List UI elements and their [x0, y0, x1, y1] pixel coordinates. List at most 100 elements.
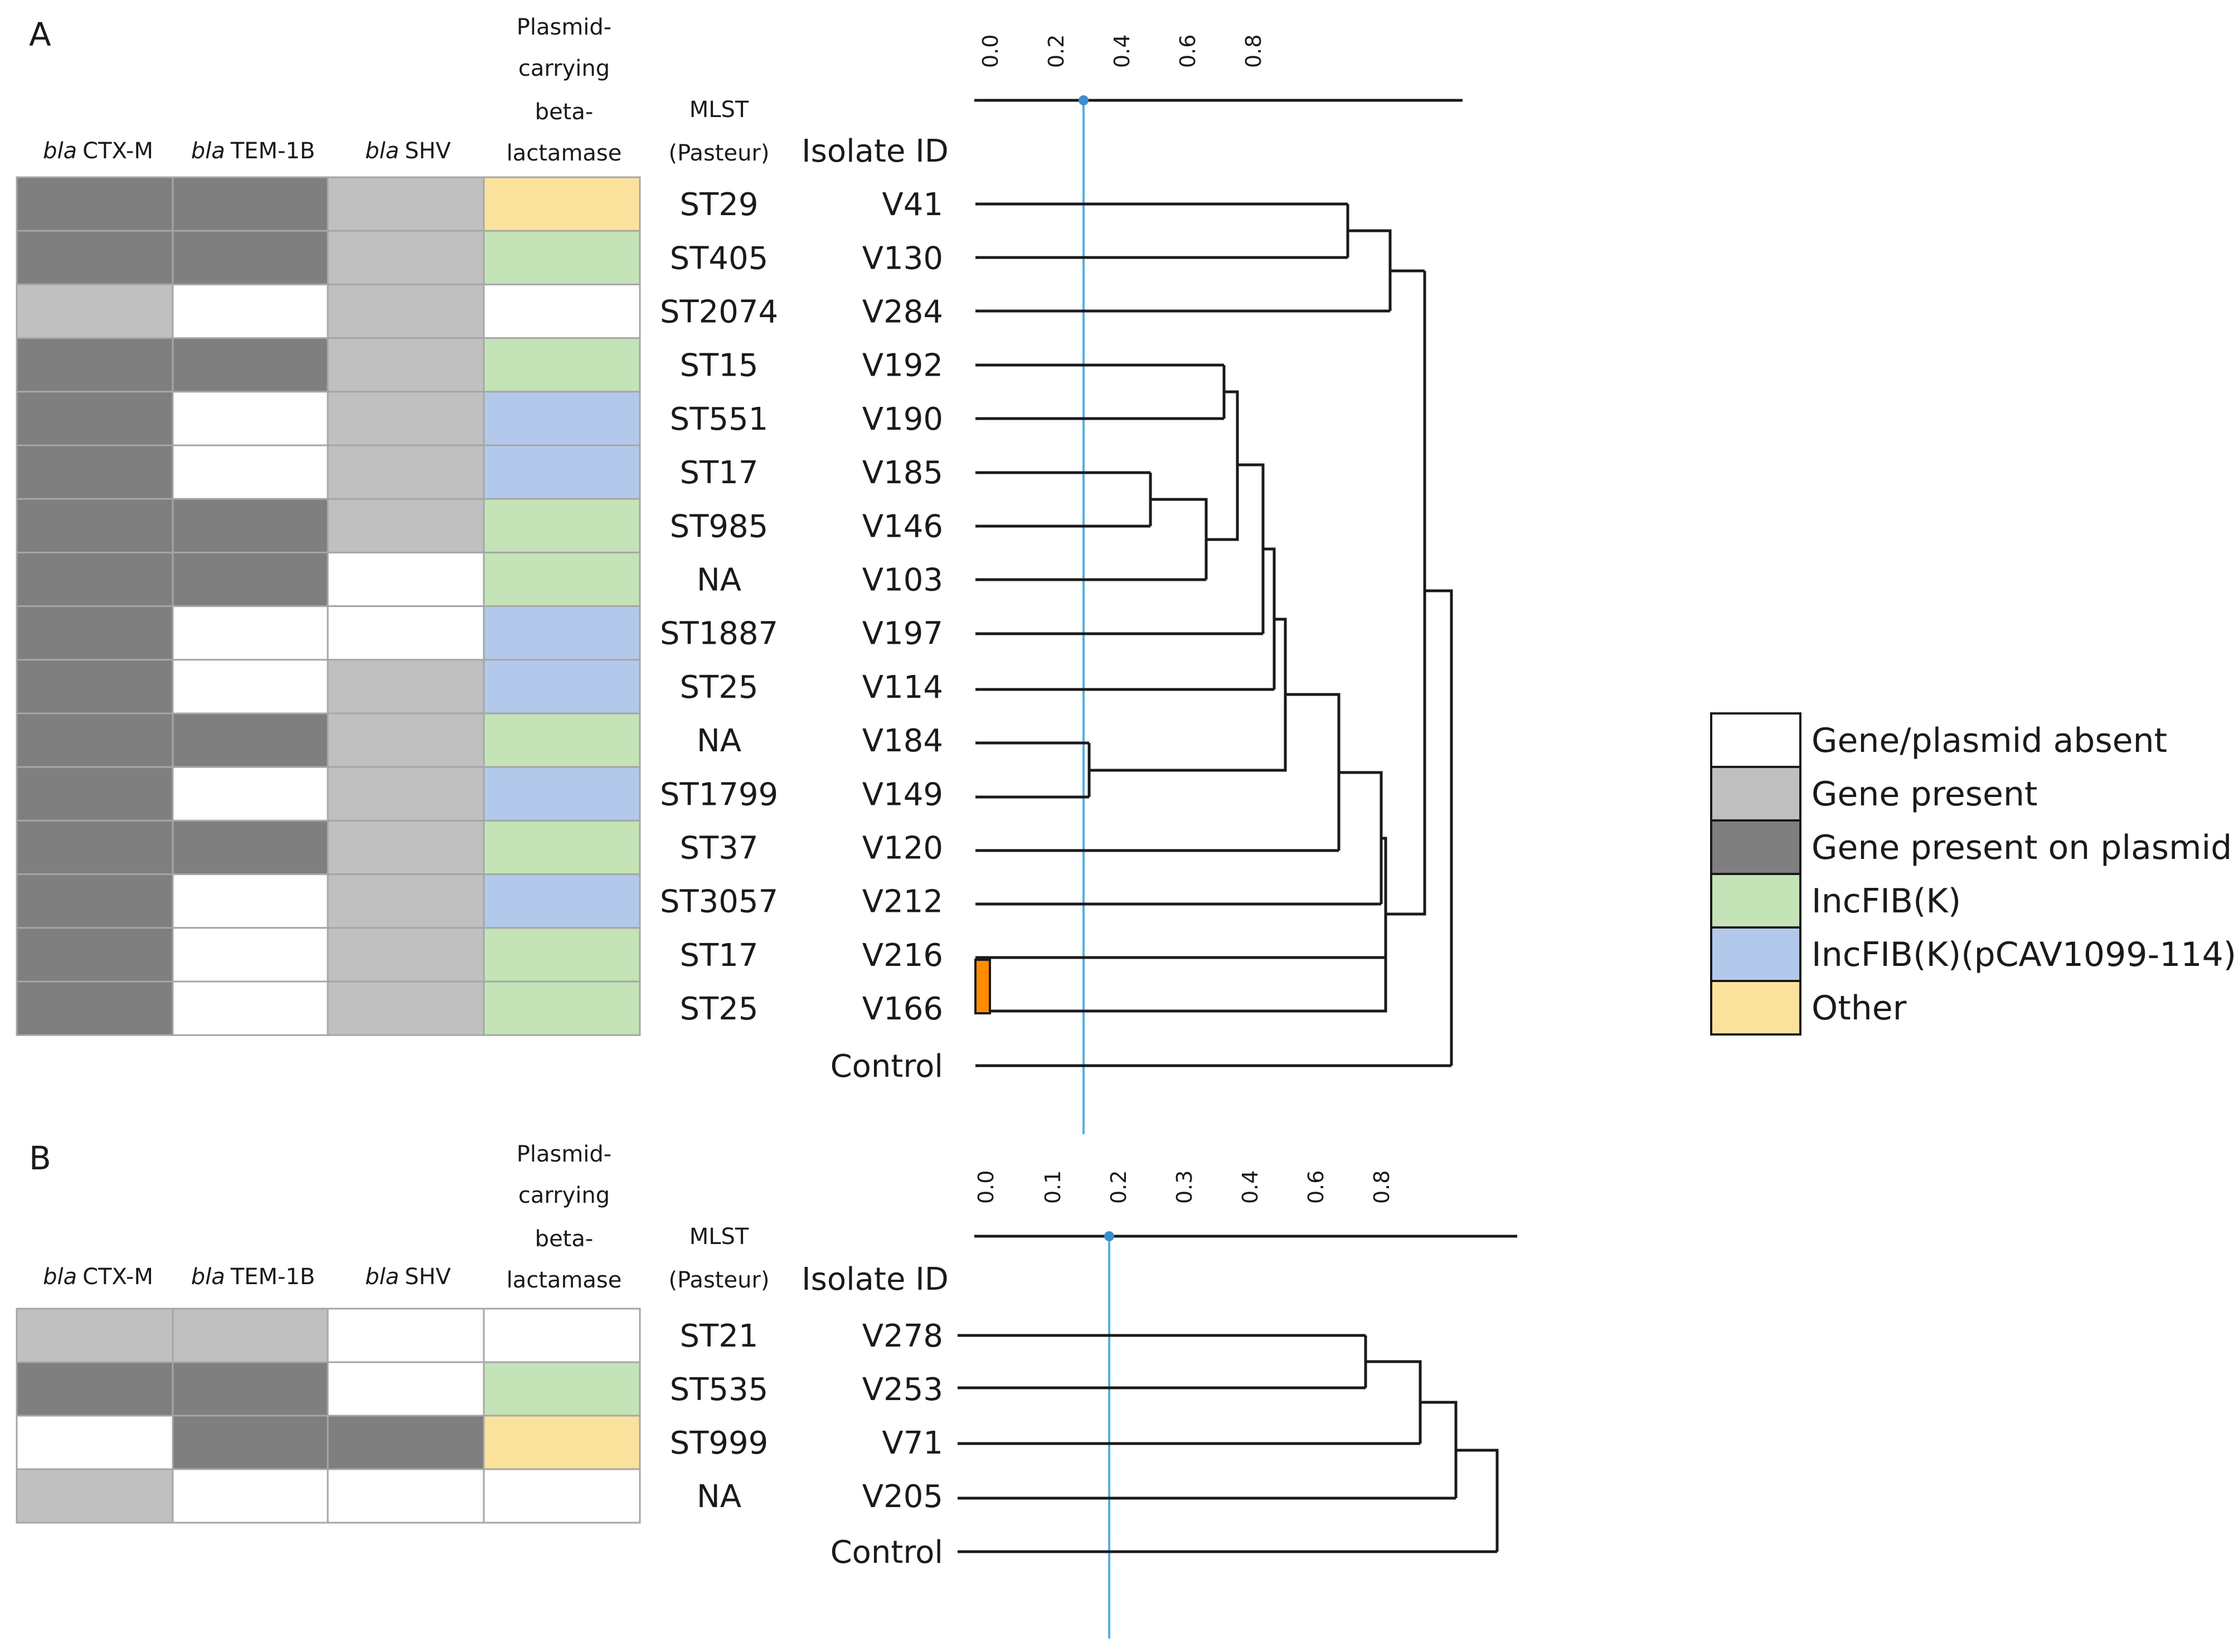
mlst-label: NA — [697, 562, 741, 599]
heatmap-cell — [16, 712, 174, 768]
legend-label-other: Other — [1812, 989, 1907, 1028]
node-group1 — [1348, 229, 1392, 311]
isolate-id-label: V216 — [862, 937, 943, 974]
header-tem: bla TEM-1B — [191, 138, 315, 164]
isolate-id-label: V284 — [862, 294, 943, 331]
heatmap-cell — [172, 337, 330, 393]
control-label: Control — [831, 1048, 943, 1085]
heatmap-cell — [483, 391, 641, 446]
mlst-label: ST551 — [670, 401, 769, 438]
heatmap-cell — [327, 230, 485, 285]
heatmap-cell — [483, 605, 641, 661]
mlst-label: NA — [697, 723, 741, 759]
header-plasmid-3: beta- — [535, 99, 594, 125]
legend-label-incfibk: IncFIB(K) — [1812, 882, 1961, 921]
mlst-label: ST17 — [679, 455, 758, 491]
node-v103 — [1150, 498, 1208, 580]
heatmap-cell — [16, 819, 174, 876]
heatmap-cell — [172, 980, 330, 1036]
heatmap-cell — [172, 176, 330, 232]
panel-a-label: A — [29, 16, 51, 54]
heatmap-cell — [327, 444, 485, 500]
dendrogram-b — [958, 1334, 1499, 1553]
isolate-id-label: V130 — [862, 240, 943, 276]
isolate-id-label: V185 — [862, 455, 943, 491]
heatmap-cell — [327, 1468, 485, 1524]
header-plasmid-b-1: Plasmid- — [517, 1141, 612, 1167]
row-labels-b: ST21 V278 ST535 V253 ST999 V71 NA V205 Control — [670, 1318, 943, 1571]
heatmap-cell — [172, 1468, 330, 1524]
legend-label-present: Gene present — [1812, 775, 2038, 814]
node-root-a — [1425, 589, 1453, 1066]
heatmap-cell — [16, 444, 174, 500]
heatmap-grid-b — [16, 1308, 641, 1524]
isolate-id-label: V114 — [862, 669, 943, 706]
node-main-join — [1386, 271, 1426, 916]
node-v197 — [1237, 463, 1265, 634]
heatmap-cell — [172, 659, 330, 715]
header-tem-b: bla TEM-1B — [191, 1264, 315, 1290]
header-plasmid-2: carrying — [518, 56, 610, 81]
header-mlst-2: (Pasteur) — [669, 140, 770, 166]
legend-swatch-incfibk — [1710, 873, 1801, 929]
heatmap-cell — [327, 659, 485, 715]
tick-a-2: 0.4 — [1110, 35, 1134, 68]
header-mlst-b-1: MLST — [689, 1224, 749, 1250]
dendrogram-a — [975, 202, 1453, 1067]
tick-a-4: 0.8 — [1241, 35, 1266, 68]
legend-swatch-absent — [1710, 712, 1801, 768]
mlst-label: ST15 — [679, 348, 758, 384]
mlst-label: ST405 — [670, 240, 769, 276]
isolate-id-label: V190 — [862, 401, 943, 438]
heatmap-cell — [483, 819, 641, 876]
node-v212 — [1339, 771, 1383, 904]
header-plasmid-b-3: beta- — [535, 1226, 594, 1252]
legend-swatch-plasmid — [1710, 819, 1801, 875]
heatmap-cell — [16, 230, 174, 285]
heatmap-cell — [16, 176, 174, 232]
header-isolate-id: Isolate ID — [802, 133, 949, 169]
panel-b: B bla CTX-M bla TEM-1B bla SHV Plasmid- car… — [16, 1139, 1517, 1639]
isolate-id-label: V41 — [882, 187, 943, 223]
header-shv-b: bla SHV — [365, 1264, 451, 1290]
mlst-label: ST25 — [679, 991, 758, 1027]
tick-b-0: 0.0 — [974, 1170, 998, 1204]
legend-swatch-present — [1710, 766, 1801, 822]
node-v205 — [1420, 1401, 1458, 1498]
panel-b-label: B — [29, 1139, 51, 1177]
node-root-b — [1456, 1449, 1499, 1552]
heatmap-cell — [16, 766, 174, 822]
heatmap-cell — [172, 927, 330, 983]
heatmap-cell — [327, 283, 485, 339]
heatmap-cell — [172, 444, 330, 500]
heatmap-cell — [327, 605, 485, 661]
heatmap-cell — [172, 605, 330, 661]
isolate-id-label: V103 — [862, 562, 943, 599]
tick-b-5: 0.6 — [1304, 1170, 1328, 1204]
mlst-label: NA — [697, 1479, 741, 1515]
heatmap-cell — [16, 283, 174, 339]
tick-b-2: 0.2 — [1106, 1170, 1131, 1204]
cutoff-marker-a — [1079, 95, 1089, 105]
heatmap-cell — [483, 873, 641, 929]
heatmap-cell — [327, 391, 485, 446]
isolate-id-label: V212 — [862, 884, 943, 920]
heatmap-cell — [172, 712, 330, 768]
mlst-label: ST1887 — [660, 616, 778, 652]
heatmap-cell — [172, 498, 330, 553]
heatmap-cell — [483, 337, 641, 393]
heatmap-cell — [483, 230, 641, 285]
heatmap-cell — [16, 337, 174, 393]
mlst-label: ST2074 — [660, 294, 778, 331]
heatmap-cell — [483, 927, 641, 983]
header-ctxm: bla CTX-M — [43, 138, 153, 164]
heatmap-cell — [172, 551, 330, 608]
tick-a-3: 0.6 — [1176, 35, 1200, 68]
node-upper-cluster — [1206, 390, 1239, 541]
header-mlst-b-2: (Pasteur) — [669, 1267, 770, 1293]
node-v71 — [1366, 1360, 1422, 1444]
isolate-id-label: V278 — [862, 1318, 943, 1354]
mlst-label: ST1799 — [660, 776, 778, 813]
heatmap-cell — [16, 659, 174, 715]
heatmap-cell — [172, 1415, 330, 1470]
